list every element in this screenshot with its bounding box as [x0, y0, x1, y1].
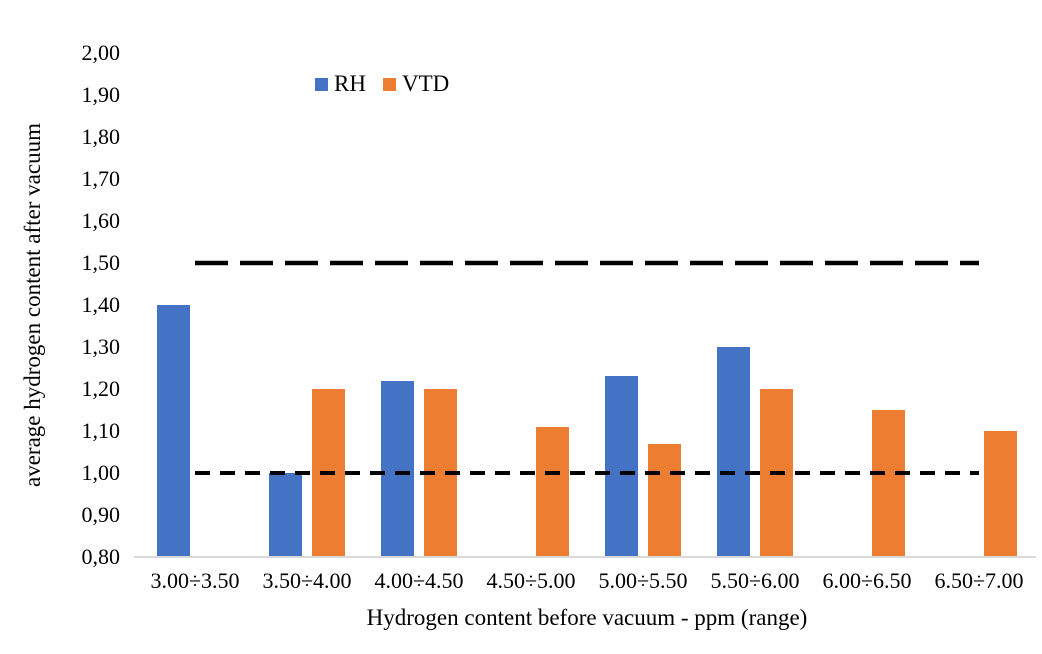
bar-vtd-5: [648, 443, 681, 557]
x-tick-label: 4.00÷4.50: [374, 568, 464, 593]
bar-vtd-8: [984, 431, 1017, 557]
legend: RH VTD: [315, 70, 449, 98]
bar-rh-2: [269, 473, 302, 557]
x-tick-label: 5.50÷6.00: [710, 568, 800, 593]
legend-label-vtd: VTD: [401, 71, 450, 96]
bar-rh-6: [717, 347, 750, 557]
bar-rh-5: [605, 376, 638, 557]
y-tick-label: 1,60: [81, 208, 121, 233]
x-axis-line: [134, 556, 1036, 558]
x-tick-label: 6.00÷6.50: [822, 568, 912, 593]
legend-label-rh: RH: [334, 71, 366, 96]
legend-swatch-rh-icon: [315, 77, 328, 91]
y-tick-label: 0,80: [81, 544, 121, 569]
legend-item-vtd: VTD: [382, 71, 450, 97]
bars-layer: [139, 53, 1035, 557]
x-tick-label: 5.00÷5.50: [598, 568, 688, 593]
x-tick-label: 6.50÷7.00: [934, 568, 1024, 593]
x-tick-label: 4.50÷5.00: [486, 568, 576, 593]
reference-lines-layer: [195, 260, 979, 475]
y-tick-label: 1,80: [81, 124, 121, 149]
legend-item-rh: RH: [315, 71, 366, 97]
y-tick-label: 1,10: [81, 418, 121, 443]
y-tick-label: 1,00: [81, 460, 121, 485]
y-tick-label: 1,50: [81, 250, 121, 275]
legend-swatch-vtd-icon: [382, 77, 396, 91]
bar-rh-1: [157, 305, 190, 557]
y-tick-label: 1,90: [81, 82, 121, 107]
x-tick-label: 3.50÷4.00: [262, 568, 352, 593]
y-tick-label: 2,00: [81, 40, 121, 65]
y-tick-label: 1,30: [81, 334, 121, 359]
bar-rh-3: [381, 380, 414, 557]
bar-vtd-4: [536, 426, 569, 557]
y-tick-label: 1,40: [81, 292, 121, 317]
y-tick-label: 0,90: [81, 502, 121, 527]
x-axis-title: Hydrogen content before vacuum - ppm (ra…: [366, 605, 808, 630]
plot-area: [134, 53, 1036, 558]
x-tick-label: 3.00÷3.50: [150, 568, 240, 593]
bar-vtd-7: [872, 410, 905, 557]
y-tick-label: 1,70: [81, 166, 121, 191]
y-tick-label: 1,20: [81, 376, 121, 401]
